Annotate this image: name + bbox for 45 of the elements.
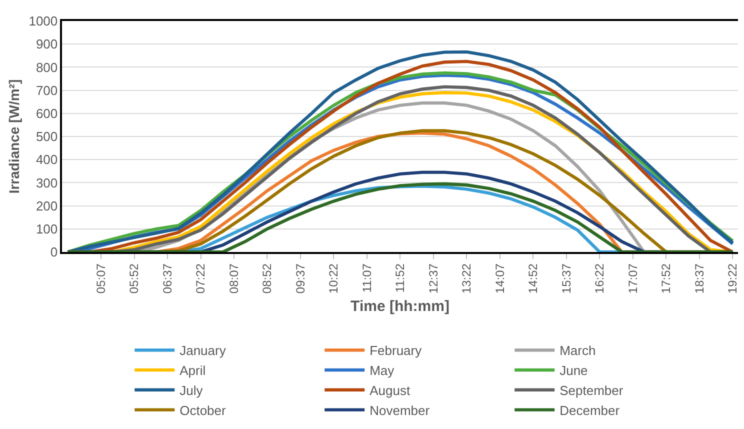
legend-label: July [180,382,204,398]
legend-label: March [560,343,596,358]
x-tick-label: 09:37 [293,263,308,294]
legend-label: May [370,363,395,378]
y-axis-title: Irradiance [W/m²] [6,79,22,194]
x-tick-label: 06:37 [160,263,174,294]
x-tick-label: 17:07 [626,263,640,294]
y-tick-label: 400 [36,152,58,168]
x-tick-label: 14:52 [526,263,540,294]
legend-label: June [560,363,588,378]
y-tick-label: 800 [36,60,58,75]
legend-label: November [370,402,430,418]
legend-label: April [180,363,206,378]
y-tick-label: 300 [36,175,58,190]
x-axis-title: Time [hh:mm] [350,298,450,316]
x-tick-label: 19:22 [726,263,740,294]
legend-label: February [370,343,422,358]
x-tick-label: 17:52 [659,263,674,294]
legend-label: December [560,402,620,418]
x-tick-label: 18:37 [692,263,706,294]
y-tick-label: 200 [36,198,58,214]
y-tick-label: 600 [36,106,58,121]
x-tick-label: 08:07 [226,263,241,294]
y-tick-label: 1000 [28,14,58,29]
y-tick-label: 700 [36,82,58,98]
x-tick-label: 10:22 [326,263,341,294]
legend-label: September [560,382,624,398]
x-tick-label: 05:52 [127,263,142,294]
legend-label: October [180,402,227,418]
x-tick-label: 14:07 [492,263,507,294]
y-tick-label: 0 [50,244,58,260]
legend-label: August [370,382,410,398]
y-tick-label: 900 [36,36,58,52]
x-tick-label: 13:22 [460,263,474,294]
y-tick-label: 100 [36,221,58,236]
x-tick-label: 11:52 [393,263,408,293]
x-tick-label: 07:22 [194,263,208,294]
x-tick-label: 05:07 [94,263,108,294]
x-tick-label: 12:37 [426,263,440,294]
x-tick-label: 15:37 [559,263,574,294]
x-tick-label: 16:22 [592,263,607,294]
x-tick-label: 08:52 [260,263,274,294]
y-tick-label: 500 [36,129,58,144]
x-tick-label: 11:07 [360,263,374,293]
legend-label: January [180,343,226,358]
